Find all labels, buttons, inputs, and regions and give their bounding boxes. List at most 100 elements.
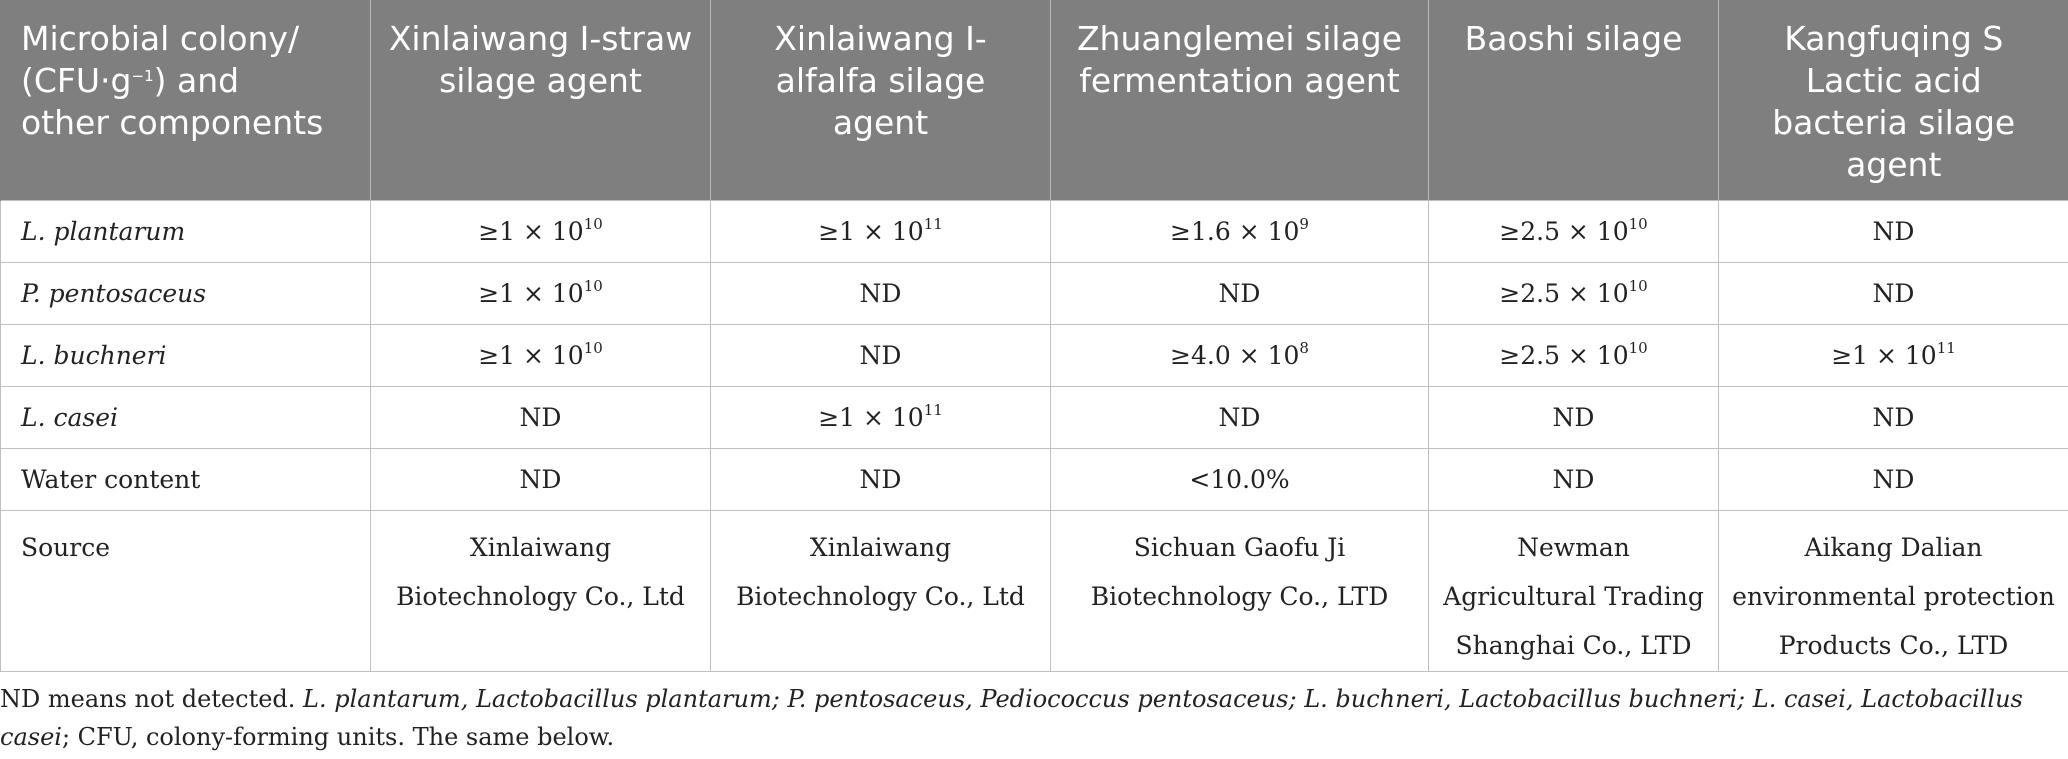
footnote-part1: ND means not detected. xyxy=(0,685,304,713)
cell-value: ND xyxy=(1552,465,1595,494)
cell-value: ND xyxy=(1872,217,1915,246)
source-line: Xinlaiwang xyxy=(469,533,612,562)
table-cell: ≥1 × 1011 xyxy=(1718,324,2068,387)
cell-value: ND xyxy=(1872,279,1915,308)
cell-exponent: 10 xyxy=(1628,339,1648,357)
cell-value: ND xyxy=(1218,403,1261,432)
table-row: L. plantarum ≥1 × 1010 ≥1 × 1011 ≥1.6 × 109… xyxy=(0,200,2068,263)
header-components-line3: other components xyxy=(21,103,324,142)
cell-value: ≥2.5 × 10 xyxy=(1499,217,1629,246)
footnote-abbrev: L. plantarum, Lactobacillus plantarum; P… xyxy=(0,685,2023,751)
cell-value: ≥1 × 10 xyxy=(478,279,584,308)
table-cell: ≥1 × 1011 xyxy=(710,200,1051,263)
header-zhuanglemei: Zhuanglemei silage fermentation agent xyxy=(1050,0,1429,201)
table-row: P. pentosaceus ≥1 × 1010 ND ND ≥2.5 × 1010 ND xyxy=(0,262,2068,325)
table-cell: ND xyxy=(1428,386,1719,449)
table-cell: ND xyxy=(1050,386,1429,449)
source-line: Agricultural Trading xyxy=(1443,582,1704,611)
source-row: Source Xinlaiwang Biotechnology Co., Ltd Xi… xyxy=(0,510,2068,672)
table-cell: ≥2.5 × 1010 xyxy=(1428,200,1719,263)
row-label: L. casei xyxy=(0,386,371,449)
header-row: Microbial colony/(CFU·g−1) and other comp… xyxy=(0,0,2068,201)
cell-value: ND xyxy=(1872,465,1915,494)
cell-value: ND xyxy=(519,465,562,494)
cell-exponent: 10 xyxy=(1628,215,1648,233)
table-cell: ≥1 × 1010 xyxy=(370,262,711,325)
source-line: Sichuan Gaofu Ji xyxy=(1133,533,1346,562)
table-cell: ≥1 × 1011 xyxy=(710,386,1051,449)
header-kangfuqing: Kangfuqing S Lactic acid bacteria silage… xyxy=(1718,0,2068,201)
cell-value: ≥2.5 × 10 xyxy=(1499,279,1629,308)
header-components-line2b: ) and xyxy=(153,61,240,100)
source-cell: Xinlaiwang Biotechnology Co., Ltd xyxy=(370,510,711,672)
table-body: L. plantarum ≥1 × 1010 ≥1 × 1011 ≥1.6 × 109… xyxy=(0,200,2068,672)
table-cell: ND xyxy=(1050,262,1429,325)
table-cell: ND xyxy=(370,448,711,511)
components-table: Microbial colony/(CFU·g−1) and other comp… xyxy=(0,0,2068,672)
table-row: L. casei ND ≥1 × 1011 ND ND ND xyxy=(0,386,2068,449)
table-cell: ND xyxy=(370,386,711,449)
source-line: Biotechnology Co., Ltd xyxy=(396,582,685,611)
table-cell: ND xyxy=(710,324,1051,387)
source-line: environmental protection xyxy=(1732,582,2055,611)
cell-value: ≥4.0 × 10 xyxy=(1170,341,1300,370)
table-cell: ND xyxy=(1428,448,1719,511)
table-cell: ≥4.0 × 108 xyxy=(1050,324,1429,387)
header-components-sup: −1 xyxy=(131,67,154,85)
table-cell: ND xyxy=(1718,262,2068,325)
cell-exponent: 10 xyxy=(1628,277,1648,295)
cell-value: ND xyxy=(859,341,902,370)
cell-exponent: 10 xyxy=(583,215,603,233)
table-cell: <10.0% xyxy=(1050,448,1429,511)
cell-value: ≥1 × 10 xyxy=(1831,341,1937,370)
row-label: P. pentosaceus xyxy=(0,262,371,325)
source-line: Newman xyxy=(1517,533,1630,562)
cell-value: <10.0% xyxy=(1189,465,1290,494)
cell-value: ND xyxy=(859,465,902,494)
table-cell: ≥1 × 1010 xyxy=(370,324,711,387)
source-line: Biotechnology Co., LTD xyxy=(1090,582,1389,611)
source-line: Products Co., LTD xyxy=(1778,631,2009,660)
cell-value: ≥1 × 10 xyxy=(818,403,924,432)
table-cell: ≥2.5 × 1010 xyxy=(1428,262,1719,325)
header-baoshi: Baoshi silage xyxy=(1428,0,1719,201)
table-cell: ≥1 × 1010 xyxy=(370,200,711,263)
source-cell: Aikang Dalian environmental protection Pro… xyxy=(1718,510,2068,672)
header-xinlaiwang-straw: Xinlaiwang I-straw silage agent xyxy=(370,0,711,201)
cell-exponent: 9 xyxy=(1299,215,1309,233)
source-cell: Newman Agricultural Trading Shanghai Co., … xyxy=(1428,510,1719,672)
footnote-part2: ; CFU, colony-forming units. The same be… xyxy=(61,723,615,751)
table-cell: ND xyxy=(710,262,1051,325)
table-cell: ≥1.6 × 109 xyxy=(1050,200,1429,263)
cell-exponent: 11 xyxy=(1936,339,1956,357)
cell-value: ND xyxy=(1218,279,1261,308)
cell-exponent: 10 xyxy=(583,277,603,295)
row-label: Water content xyxy=(0,448,371,511)
table-cell: ND xyxy=(710,448,1051,511)
table-cell: ≥2.5 × 1010 xyxy=(1428,324,1719,387)
table-footnote: ND means not detected. L. plantarum, Lac… xyxy=(0,680,2050,756)
cell-value: ≥1 × 10 xyxy=(818,217,924,246)
table-cell: ND xyxy=(1718,448,2068,511)
header-components-line2a: (CFU·g xyxy=(21,61,132,100)
cell-value: ND xyxy=(1552,403,1595,432)
row-label: Source xyxy=(0,510,371,672)
source-line: Biotechnology Co., Ltd xyxy=(736,582,1025,611)
table-row: Water content ND ND <10.0% ND ND xyxy=(0,448,2068,511)
source-line: Xinlaiwang xyxy=(809,533,952,562)
row-label: L. buchneri xyxy=(0,324,371,387)
cell-exponent: 10 xyxy=(583,339,603,357)
cell-value: ≥1.6 × 10 xyxy=(1170,217,1300,246)
table-cell: ND xyxy=(1718,386,2068,449)
header-xinlaiwang-alfalfa: Xinlaiwang I-alfalfa silage agent xyxy=(710,0,1051,201)
cell-exponent: 11 xyxy=(923,401,943,419)
cell-value: ND xyxy=(519,403,562,432)
row-label: L. plantarum xyxy=(0,200,371,263)
cell-value: ≥1 × 10 xyxy=(478,341,584,370)
table-cell: ND xyxy=(1718,200,2068,263)
cell-exponent: 11 xyxy=(923,215,943,233)
header-components-line1: Microbial colony/ xyxy=(21,19,300,58)
header-components: Microbial colony/(CFU·g−1) and other comp… xyxy=(0,0,371,201)
cell-value: ND xyxy=(859,279,902,308)
source-cell: Xinlaiwang Biotechnology Co., Ltd xyxy=(710,510,1051,672)
